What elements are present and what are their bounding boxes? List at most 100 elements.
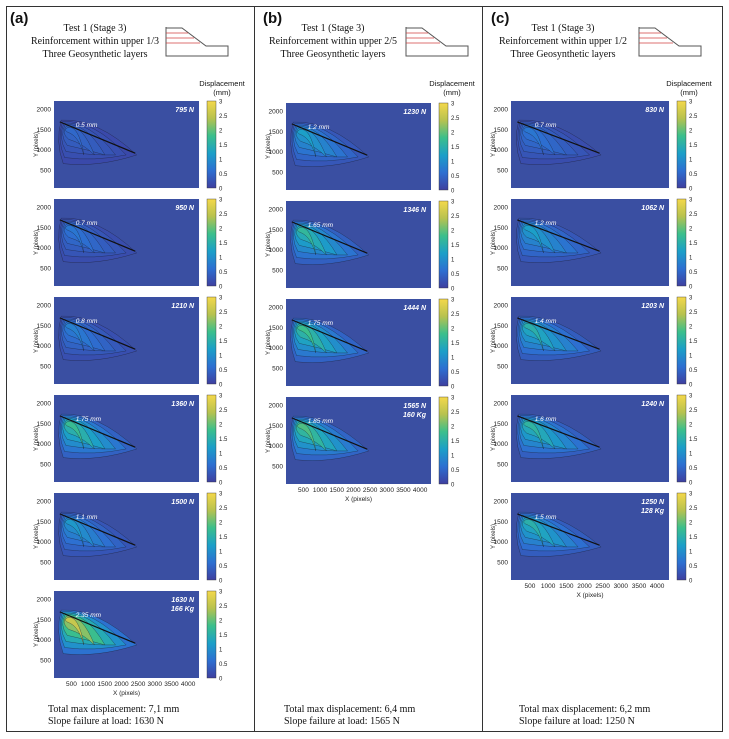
max-displacement-label: 0.8 mm	[76, 318, 98, 325]
mass-label: 128 Kg	[641, 508, 665, 515]
panel-title-line: Three Geosynthetic layers	[280, 49, 386, 60]
displacement-contour	[523, 225, 544, 254]
colorbar-tick-label: 0	[451, 385, 455, 391]
x-tick-label: 1000	[541, 583, 556, 590]
footer-max-displacement: Total max displacement: 6,2 mm	[519, 704, 651, 715]
x-tick-label: 2000	[346, 487, 361, 494]
y-tick-label: 1000	[269, 247, 284, 254]
y-tick-label: 2000	[494, 400, 509, 407]
y-tick-label: 500	[40, 168, 51, 175]
panel-label: (a)	[10, 10, 29, 27]
x-tick-label: 2500	[595, 583, 610, 590]
load-label: 1062 N	[641, 205, 665, 212]
panel-divider	[482, 6, 483, 732]
load-label: 1203 N	[641, 303, 665, 310]
max-displacement-label: 0.5 mm	[76, 122, 98, 129]
colorbar-tick-label: 0.5	[219, 172, 228, 178]
colorbar-tick-label: 2	[451, 131, 455, 137]
colorbar-tick-label: 0	[689, 481, 693, 487]
mass-label: 160 Kg	[403, 412, 427, 419]
colorbar-tick-label: 1	[451, 356, 455, 362]
colorbar-tick-label: 3	[451, 396, 455, 402]
panel-title-line: Test 1 (Stage 3)	[301, 23, 365, 34]
displacement-contour	[297, 423, 317, 452]
y-tick-label: 1000	[37, 441, 52, 448]
footer-failure-load: Slope failure at load: 1630 N	[48, 716, 164, 727]
x-tick-label: 1500	[98, 681, 113, 688]
load-label: 1444 N	[403, 305, 427, 312]
y-axis-label: Y (pixels)	[491, 230, 497, 255]
displacement-contour	[65, 127, 85, 156]
y-tick-label: 2000	[37, 106, 52, 113]
load-label: 795 N	[175, 107, 195, 114]
y-axis-label: Y (pixels)	[34, 426, 40, 451]
displacement-plot: 2000 1500 1000 500 Y (pixels) 795 N 0.5 mm 3 2.5…	[34, 100, 228, 193]
panel-title-line: Reinforcement within upper 2/5	[268, 36, 398, 47]
displacement-plot: 2000 1500 1000 500 Y (pixels) 1062 N 1.2 mm 3 2.…	[491, 198, 698, 291]
colorbar-tick-label: 2.5	[219, 114, 228, 120]
max-displacement-label: 1.75 mm	[308, 320, 334, 327]
panel-title-line: Reinforcement within upper 1/2	[498, 36, 628, 47]
y-axis-label: Y (pixels)	[266, 134, 272, 159]
y-tick-label: 1500	[494, 519, 509, 526]
colorbar	[438, 298, 449, 387]
x-tick-label: 500	[66, 681, 77, 688]
failure-surface-line	[517, 219, 600, 252]
colorbar-tick-label: 3	[219, 394, 223, 400]
colorbar-tick-label: 1.5	[689, 143, 698, 149]
colorbar	[206, 492, 217, 581]
x-tick-label: 1000	[313, 487, 328, 494]
displacement-contour	[523, 421, 544, 450]
y-tick-label: 1000	[494, 539, 509, 546]
y-axis-label: Y (pixels)	[34, 132, 40, 157]
panel-label: (c)	[491, 10, 510, 27]
displacement-contour	[297, 227, 317, 256]
y-axis-label: Y (pixels)	[34, 622, 40, 647]
colorbar-tick-label: 3	[689, 198, 693, 204]
colorbar-tick-label: 1	[451, 454, 455, 460]
max-displacement-label: 0.7 mm	[535, 122, 557, 129]
displacement-contour	[65, 617, 85, 646]
colorbar-tick-label: 2	[219, 227, 223, 233]
colorbar-tick-label: 2.5	[219, 408, 228, 414]
max-displacement-label: 1.1 mm	[76, 514, 98, 521]
y-tick-label: 1000	[37, 147, 52, 154]
max-displacement-label: 1.65 mm	[308, 222, 334, 229]
y-axis-label: Y (pixels)	[266, 428, 272, 453]
y-tick-label: 500	[272, 170, 283, 177]
x-tick-label: 1500	[559, 583, 574, 590]
failure-surface-line	[59, 513, 136, 546]
colorbar	[676, 100, 687, 189]
colorbar-tick-label: 0	[689, 285, 693, 291]
colorbar-tick-label: 2	[689, 227, 693, 233]
displacement-plot: 2000 1500 1000 500 Y (pixels) 1444 N 1.75 mm 3 2…	[266, 298, 460, 391]
colorbar-tick-label: 1	[451, 258, 455, 264]
displacement-contour	[523, 519, 544, 548]
colorbar-tick-label: 2	[451, 425, 455, 431]
y-tick-label: 500	[40, 364, 51, 371]
load-label: 1500 N	[171, 499, 195, 506]
x-tick-label: 3500	[396, 487, 411, 494]
slope-schematic-icon	[405, 27, 469, 57]
colorbar-tick-label: 2	[689, 423, 693, 429]
load-label: 1346 N	[403, 207, 427, 214]
displacement-contour	[297, 325, 317, 354]
colorbar-tick-label: 0.5	[219, 368, 228, 374]
y-axis-label: Y (pixels)	[491, 132, 497, 157]
colorbar-tick-label: 2	[219, 619, 223, 625]
load-label: 830 N	[645, 107, 665, 114]
y-tick-label: 2000	[269, 304, 284, 311]
colorbar-tick-label: 3	[689, 100, 693, 106]
displacement-plot: 2000 1500 1000 500 Y (pixels) 1500 N 1.1 mm 3 2.…	[34, 492, 228, 585]
colorbar-tick-label: 3	[451, 200, 455, 206]
x-tick-label: 2000	[114, 681, 129, 688]
x-tick-label: 500	[298, 487, 309, 494]
colorbar-tick-label: 1	[219, 550, 223, 556]
colorbar-tick-label: 2	[451, 229, 455, 235]
y-tick-label: 2000	[494, 204, 509, 211]
load-label: 1630 N	[171, 597, 195, 604]
colorbar-tick-label: 1.5	[219, 633, 228, 639]
footer-max-displacement: Total max displacement: 7,1 mm	[48, 704, 180, 715]
panel-label: (b)	[263, 10, 283, 27]
colorbar-title: Displacement (mm)	[429, 79, 475, 97]
